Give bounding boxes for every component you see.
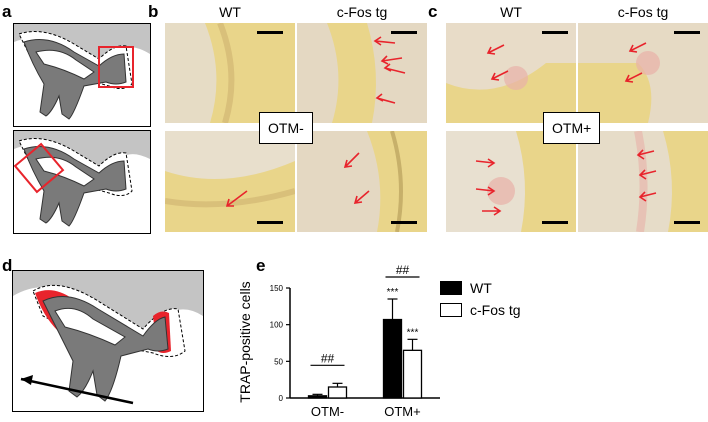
chart-legend: WT c-Fos tg [440, 278, 521, 320]
y-tick-label: 150 [270, 284, 284, 293]
micrograph-c-wt-bottom [446, 131, 576, 232]
legend-item-tg: c-Fos tg [440, 300, 521, 320]
panel-letter-d: d [2, 256, 13, 275]
micrograph-b-wt-bottom [165, 131, 295, 232]
legend-swatch-wt [440, 281, 462, 295]
micrograph-c-tg-bottom [578, 131, 708, 232]
otm-minus-label: OTM- [259, 112, 313, 144]
bar [307, 395, 328, 399]
panel-letter-a: a [2, 2, 12, 21]
panel-b-label-tg: c-Fos tg [336, 4, 388, 20]
significance-stars: *** [387, 287, 399, 298]
legend-label-wt: WT [470, 280, 492, 296]
otm-plus-label: OTM+ [543, 112, 601, 144]
panel-letter-e: e [256, 256, 266, 275]
panel-c-label-wt: WT [500, 4, 522, 20]
y-tick-label: 50 [274, 357, 283, 366]
panel-letter-b: b [148, 2, 159, 21]
x-tick-label: OTM+ [384, 404, 420, 419]
red-region-box [98, 46, 134, 88]
trap-bar-chart: TRAP-positive cells 0 50 100 150 OTM- OTM+ ##… [237, 263, 440, 419]
micrograph-b-tg-top [297, 23, 427, 123]
micrograph-b-tg-bottom [297, 131, 427, 232]
legend-item-wt: WT [440, 278, 521, 298]
significance-stars: *** [407, 327, 419, 338]
panel-d-schematic [12, 270, 204, 412]
micrograph-b-wt-top [165, 23, 295, 123]
panel-b-label-wt: WT [219, 4, 241, 20]
micrograph-c-wt-top [446, 23, 576, 123]
significance-hash: ## [396, 263, 410, 277]
x-tick-label: OTM- [311, 404, 344, 419]
bar [382, 318, 403, 399]
legend-swatch-tg [440, 303, 462, 317]
significance-hash: ## [321, 351, 335, 365]
panel-c-label-tg: c-Fos tg [617, 4, 669, 20]
micrograph-c-tg-top [578, 23, 708, 123]
panel-letter-c: c [428, 2, 438, 21]
legend-label-tg: c-Fos tg [470, 302, 521, 318]
y-tick-label: 100 [270, 321, 284, 330]
panel-a-schematic-bottom [13, 130, 151, 234]
bar [402, 349, 423, 399]
y-tick-label: 0 [279, 394, 284, 403]
chart-ylabel: TRAP-positive cells [237, 281, 253, 402]
panel-a-schematic-top [13, 23, 151, 127]
bar [327, 386, 348, 399]
